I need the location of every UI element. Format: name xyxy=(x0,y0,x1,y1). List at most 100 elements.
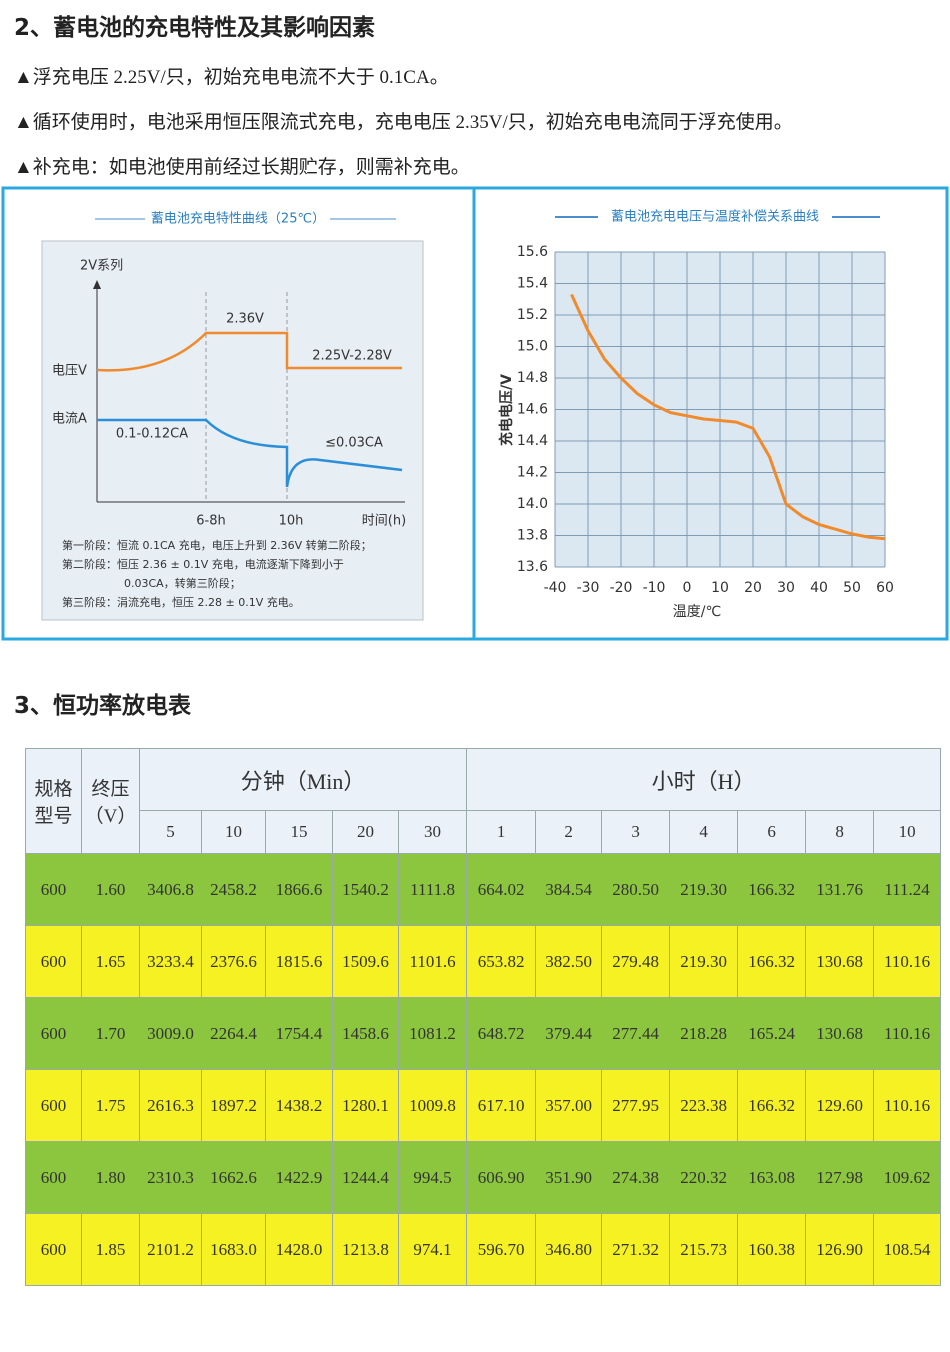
table-cell: 1244.4 xyxy=(332,1141,399,1214)
y-tick-label: 15.4 xyxy=(517,276,548,292)
table-cell: 1.65 xyxy=(81,925,140,998)
table-cell: 126.90 xyxy=(805,1213,875,1286)
diagram-panel xyxy=(41,240,424,621)
table-cell: 223.38 xyxy=(669,1069,739,1142)
x-tick-label: 40 xyxy=(810,580,828,596)
column-header: 5 xyxy=(139,810,202,854)
table-cell: 127.98 xyxy=(805,1141,875,1214)
table-cell: 3009.0 xyxy=(139,997,202,1070)
note: 第一阶段：恒流 0.1CA 充电，电压上升到 2.36V 转第二阶段； xyxy=(62,538,372,552)
table-cell: 130.68 xyxy=(805,997,875,1070)
table-cell: 600 xyxy=(25,853,82,926)
table-cell: 166.32 xyxy=(737,853,807,926)
table-row: 600 1.60 3406.8 2458.2 1866.6 1540.2 1111.8 664… xyxy=(25,853,942,926)
arrow xyxy=(93,280,101,289)
table-cell: 1897.2 xyxy=(201,1069,266,1142)
table-head: 规格型号 终压（V） 分钟（Min） 小时（H） 5 10 15 20 30 1 2 3 4 6 8 10 xyxy=(25,748,942,854)
x-tick-label: -40 xyxy=(544,580,567,596)
x-tick-label: -10 xyxy=(643,580,666,596)
table-cell: 600 xyxy=(25,1213,82,1286)
table-cell: 129.60 xyxy=(805,1069,875,1142)
section-title: 3、恒功率放电表 xyxy=(14,693,192,719)
y-tick-label: 13.8 xyxy=(517,528,548,544)
table-cell: 280.50 xyxy=(601,853,671,926)
label: 6-8h xyxy=(196,514,225,529)
column-header: 15 xyxy=(265,810,333,854)
group-header: 分钟（Min） xyxy=(138,748,468,811)
table-cell: 1111.8 xyxy=(397,853,468,926)
label: 2.25V-2.28V xyxy=(312,349,392,364)
table-cell: 163.08 xyxy=(737,1141,807,1214)
table-cell: 2616.3 xyxy=(139,1069,202,1142)
label: ≤0.03CA xyxy=(325,436,383,451)
y-tick-label: 15.2 xyxy=(517,307,548,323)
table-cell: 1009.8 xyxy=(397,1069,468,1142)
note: 第三阶段：涓流充电，恒压 2.28 ± 0.1V 充电。 xyxy=(62,595,300,609)
table-cell: 1509.6 xyxy=(332,925,399,998)
header-row: 5 10 15 20 30 1 2 3 4 6 8 10 xyxy=(26,810,942,854)
header-row: 规格型号 终压（V） 分钟（Min） 小时（H） xyxy=(25,748,942,854)
y-tick-label: 15.0 xyxy=(517,339,548,355)
y-tick-label: 14.2 xyxy=(517,465,548,481)
label: 10h xyxy=(279,514,304,529)
current-curve xyxy=(97,418,403,488)
table-cell: 1213.8 xyxy=(332,1213,399,1286)
table-cell: 1280.1 xyxy=(332,1069,399,1142)
table-cell: 596.70 xyxy=(466,1213,537,1286)
table-cell: 1081.2 xyxy=(397,997,468,1070)
table-row: 600 1.70 3009.0 2264.4 1754.4 1458.6 1081.2 648… xyxy=(25,997,942,1070)
group-header: 小时（H） xyxy=(466,748,942,811)
table-body: 600 1.60 3406.8 2458.2 1866.6 1540.2 1111.8 664… xyxy=(25,853,942,1286)
table-cell: 3233.4 xyxy=(139,925,202,998)
figures: 蓄电池充电特性曲线（25℃） 2V系列 电压V 电流A 2.36V 2.25V-… xyxy=(1,186,949,641)
table-cell: 2376.6 xyxy=(201,925,266,998)
table-cell: 1866.6 xyxy=(265,853,333,926)
table-cell: 1815.6 xyxy=(265,925,333,998)
table-cell: 653.82 xyxy=(466,925,537,998)
table-cell: 600 xyxy=(25,1069,82,1142)
x-axis-label: 温度/℃ xyxy=(673,604,721,620)
column-header: 3 xyxy=(601,810,671,854)
table-cell: 2101.2 xyxy=(139,1213,202,1286)
table-cell: 648.72 xyxy=(466,997,537,1070)
table-cell: 218.28 xyxy=(669,997,739,1070)
bullet: ▲循环使用时，电池采用恒压限流式充电，充电电压 2.35V/只，初始充电电流同于… xyxy=(14,112,793,133)
table-row: 600 1.80 2310.3 1662.6 1422.9 1244.4 994.5 606.… xyxy=(25,1141,942,1214)
table-cell: 111.24 xyxy=(873,853,942,926)
table-cell: 1540.2 xyxy=(332,853,399,926)
discharge-table: 规格型号 终压（V） 分钟（Min） 小时（H） 5 10 15 20 30 1 2 3 4 6 8 10 60… xyxy=(25,748,942,1286)
diagram-title: 蓄电池充电特性曲线（25℃） xyxy=(151,211,325,227)
table-cell: 1.85 xyxy=(81,1213,140,1286)
section-title: 2、蓄电池的充电特性及其影响因素 xyxy=(14,15,376,41)
chart-title: 蓄电池充电电压与温度补偿关系曲线 xyxy=(611,209,819,225)
y-tick-label: 14.4 xyxy=(517,433,548,449)
y-axis-label: 充电电压/V xyxy=(498,374,515,446)
note: 第二阶段：恒压 2.36 ± 0.1V 充电，电流逐渐下降到小于 xyxy=(62,557,344,571)
table-cell: 606.90 xyxy=(466,1141,537,1214)
label: 电流A xyxy=(52,412,87,427)
x-tick-label: 10 xyxy=(711,580,729,596)
table-cell: 215.73 xyxy=(669,1213,739,1286)
y-tick-label: 14.8 xyxy=(517,370,548,386)
column-header: 1 xyxy=(466,810,537,854)
bullet: ▲补充电：如电池使用前经过长期贮存，则需补充电。 xyxy=(14,157,470,178)
table-cell: 277.95 xyxy=(601,1069,671,1142)
x-tick-label: 50 xyxy=(843,580,861,596)
x-tick-label: 20 xyxy=(744,580,762,596)
table-cell: 110.16 xyxy=(873,1069,942,1142)
column-header: 10 xyxy=(201,810,266,854)
table-cell: 357.00 xyxy=(535,1069,603,1142)
table-cell: 274.38 xyxy=(601,1141,671,1214)
label: 2.36V xyxy=(226,312,264,327)
label: 电压V xyxy=(52,364,87,379)
table-row: 600 1.75 2616.3 1897.2 1438.2 1280.1 1009.8 617… xyxy=(25,1069,942,1142)
y-tick-label: 13.6 xyxy=(517,559,548,575)
voltage-curve xyxy=(96,331,402,372)
table-cell: 165.24 xyxy=(737,997,807,1070)
table-cell: 351.90 xyxy=(535,1141,603,1214)
table-row: 600 1.85 2101.2 1683.0 1428.0 1213.8 974.1 596.… xyxy=(25,1213,942,1286)
table-cell: 1.60 xyxy=(81,853,140,926)
curve xyxy=(570,293,886,541)
table-cell: 108.54 xyxy=(873,1213,942,1286)
table-cell: 1428.0 xyxy=(265,1213,333,1286)
